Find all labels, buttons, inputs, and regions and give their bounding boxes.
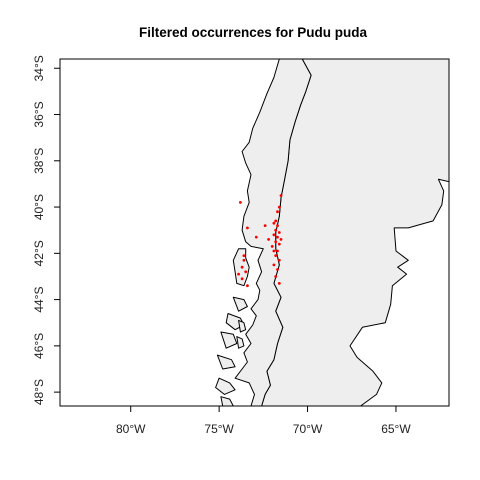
occurrence-point <box>272 233 276 237</box>
map-title: Filtered occurrences for Pudu puda <box>139 25 368 40</box>
occurrence-point <box>277 242 281 246</box>
y-tick-label: 48°S <box>32 379 46 405</box>
occurrence-point <box>276 224 279 228</box>
occurrence-point <box>240 277 244 281</box>
land-island <box>220 331 238 349</box>
occurrence-point <box>276 235 279 239</box>
y-axis: 34°S 36°S 38°S 40°S 42°S 44°S 46°S 48°S <box>32 55 60 405</box>
occurrence-point <box>242 254 246 257</box>
occurrence-point <box>276 210 279 214</box>
occurrence-point <box>272 221 276 225</box>
occurrence-point <box>274 254 278 257</box>
land-island <box>215 377 236 395</box>
occurrence-point <box>277 231 281 234</box>
occurrence-point <box>276 268 279 271</box>
y-tick-label: 34°S <box>32 55 46 81</box>
occurrence-point <box>254 235 258 239</box>
x-tick-label: 70°W <box>293 422 323 436</box>
occurrence-point <box>276 249 279 253</box>
y-tick-label: 46°S <box>32 333 46 359</box>
x-tick-label: 65°W <box>381 422 411 436</box>
y-tick-label: 38°S <box>32 148 46 174</box>
y-tick-label: 36°S <box>32 101 46 127</box>
plot-frame <box>59 58 450 407</box>
occurrence-point <box>277 205 281 209</box>
y-tick-label: 44°S <box>32 287 46 313</box>
x-tick-label: 75°W <box>204 422 234 436</box>
occurrence-point <box>239 201 242 204</box>
occurrence-point <box>237 272 241 276</box>
land-island <box>238 319 247 333</box>
land-island <box>232 296 248 312</box>
occurrence-point <box>272 263 276 267</box>
occurrence-point <box>279 194 283 197</box>
occurrence-point <box>274 219 278 223</box>
y-tick-label: 42°S <box>32 240 46 266</box>
occurrence-point <box>263 224 267 228</box>
occurrence-point <box>274 275 278 278</box>
land-island <box>236 336 245 349</box>
x-axis: 80°W 75°W 70°W 65°W <box>116 406 411 436</box>
occurrence-point <box>244 270 248 274</box>
y-tick-label: 40°S <box>32 194 46 220</box>
occurrence-point <box>267 238 270 241</box>
occurrence-point <box>242 258 246 262</box>
occurrence-point <box>270 245 274 248</box>
occurrence-point <box>274 228 278 232</box>
occurrence-point <box>240 265 244 269</box>
occurrence-point <box>277 282 281 285</box>
x-tick-label: 80°W <box>116 422 146 436</box>
occurrence-point <box>279 238 283 241</box>
occurrence-point <box>274 240 278 244</box>
occurrence-point <box>246 284 249 288</box>
occurrence-point <box>277 258 281 262</box>
land-island <box>220 396 234 406</box>
occurrence-point <box>246 226 249 230</box>
map-plot-area <box>215 59 449 406</box>
land-chile <box>234 59 312 406</box>
land-island <box>216 354 236 370</box>
occurrence-point <box>272 249 276 253</box>
